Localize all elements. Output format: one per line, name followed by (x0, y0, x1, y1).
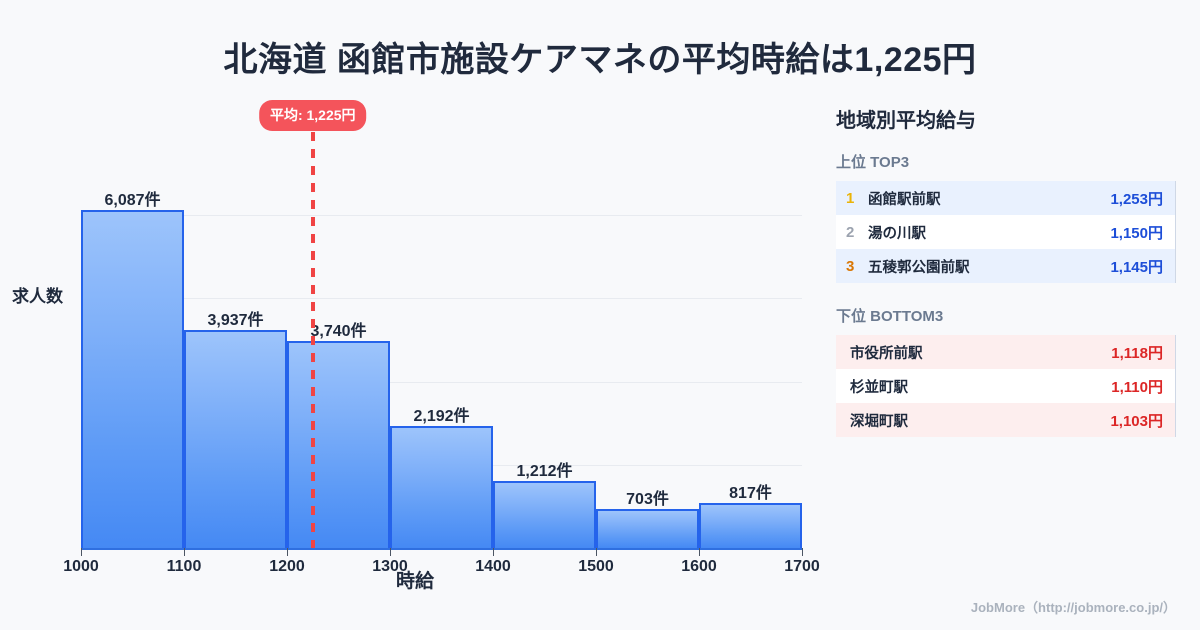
histogram-bar (184, 329, 287, 548)
rank-row[interactable]: 3 五稜郭公園前駅 1,145円 (836, 249, 1175, 283)
rank-number: 1 (846, 189, 855, 207)
bar-value-label: 2,192件 (413, 408, 470, 426)
histogram-bar (596, 509, 699, 548)
rank-row[interactable]: 深堀町駅 1,103円 (836, 403, 1175, 437)
rank-station-name: 湯の川駅 (868, 225, 926, 242)
rank-station-name: 深堀町駅 (850, 413, 908, 430)
average-line (310, 132, 315, 548)
side-panel-title: 地域別平均給与 (836, 110, 976, 132)
histogram-bar (493, 480, 596, 548)
rank-row[interactable]: 杉並町駅 1,110円 (836, 369, 1175, 403)
x-tick-mark (802, 548, 803, 556)
rank-wage-value: 1,150円 (1110, 224, 1163, 242)
histogram-chart: 求人数 6,087件 3,937件 3,740件 2,192件 1,212件 703件 81… (0, 96, 830, 592)
plot-area: 6,087件 3,937件 3,740件 2,192件 1,212件 703件 817件 10… (63, 100, 820, 575)
bar-value-label: 703件 (626, 491, 669, 508)
x-tick-mark (287, 548, 288, 556)
x-tick-label: 1100 (166, 558, 202, 575)
bar-value-label: 3,937件 (207, 311, 264, 329)
rank-wage-value: 1,145円 (1110, 258, 1163, 276)
gridline (81, 215, 802, 217)
x-tick-label: 1000 (63, 558, 99, 575)
histogram-bar (390, 426, 493, 548)
x-tick-mark (390, 548, 391, 556)
gridline (81, 381, 802, 383)
rank-number: 3 (846, 257, 855, 275)
x-axis-line (81, 548, 802, 550)
bar-value-label: 6,087件 (104, 192, 161, 210)
x-tick-label: 1700 (784, 558, 820, 575)
x-tick-label: 1600 (681, 558, 717, 575)
x-tick-mark (596, 548, 597, 556)
x-tick-label: 1500 (578, 558, 614, 575)
rank-wage-value: 1,118円 (1111, 344, 1163, 362)
x-tick-mark (81, 548, 82, 556)
x-tick-mark (699, 548, 700, 556)
bar-value-label: 3,740件 (310, 322, 367, 340)
histogram-bar (287, 340, 390, 548)
x-tick-label: 1300 (372, 558, 408, 575)
bottom3-list: 市役所前駅 1,118円杉並町駅 1,110円深堀町駅 1,103円 (836, 335, 1176, 437)
rank-station-name: 五稜郭公園前駅 (868, 259, 970, 276)
gridline (81, 298, 802, 300)
bar-value-label: 1,212件 (516, 462, 573, 480)
rank-station-name: 杉並町駅 (850, 379, 908, 396)
x-tick-mark (493, 548, 494, 556)
rank-station-name: 函館駅前駅 (868, 191, 941, 208)
average-badge: 平均: 1,225円 (258, 100, 367, 131)
rank-wage-value: 1,110円 (1111, 378, 1163, 396)
x-tick-mark (184, 548, 185, 556)
footer-credit: JobMore（http://jobmore.co.jp/） (970, 600, 1176, 615)
region-salary-panel: 地域別平均給与 上位 TOP3 1 函館駅前駅 1,253円 2 湯の川駅 1,150円 3… (836, 104, 1176, 459)
rank-row[interactable]: 2 湯の川駅 1,150円 (836, 215, 1175, 249)
x-axis-label: 時給 (395, 571, 434, 592)
top3-list: 1 函館駅前駅 1,253円 2 湯の川駅 1,150円 3 五稜郭公園前駅 1,145円 (836, 181, 1176, 283)
x-tick-label: 1400 (475, 558, 511, 575)
histogram-bar (81, 210, 184, 548)
bar-value-label: 817件 (729, 484, 772, 502)
rank-station-name: 市役所前駅 (850, 345, 923, 362)
page-title: 北海道 函館市施設ケアマネの平均時給は1,225円 (223, 41, 977, 79)
x-tick-label: 1200 (269, 558, 305, 575)
rank-number: 2 (846, 223, 855, 241)
top3-heading: 上位 TOP3 (836, 154, 910, 171)
bottom3-heading: 下位 BOTTOM3 (836, 308, 944, 325)
rank-row[interactable]: 1 函館駅前駅 1,253円 (836, 181, 1175, 215)
y-axis-label: 求人数 (12, 287, 63, 306)
rank-row[interactable]: 市役所前駅 1,118円 (836, 335, 1175, 369)
rank-wage-value: 1,103円 (1110, 412, 1163, 430)
histogram-bar (699, 502, 802, 548)
rank-wage-value: 1,253円 (1110, 190, 1163, 208)
